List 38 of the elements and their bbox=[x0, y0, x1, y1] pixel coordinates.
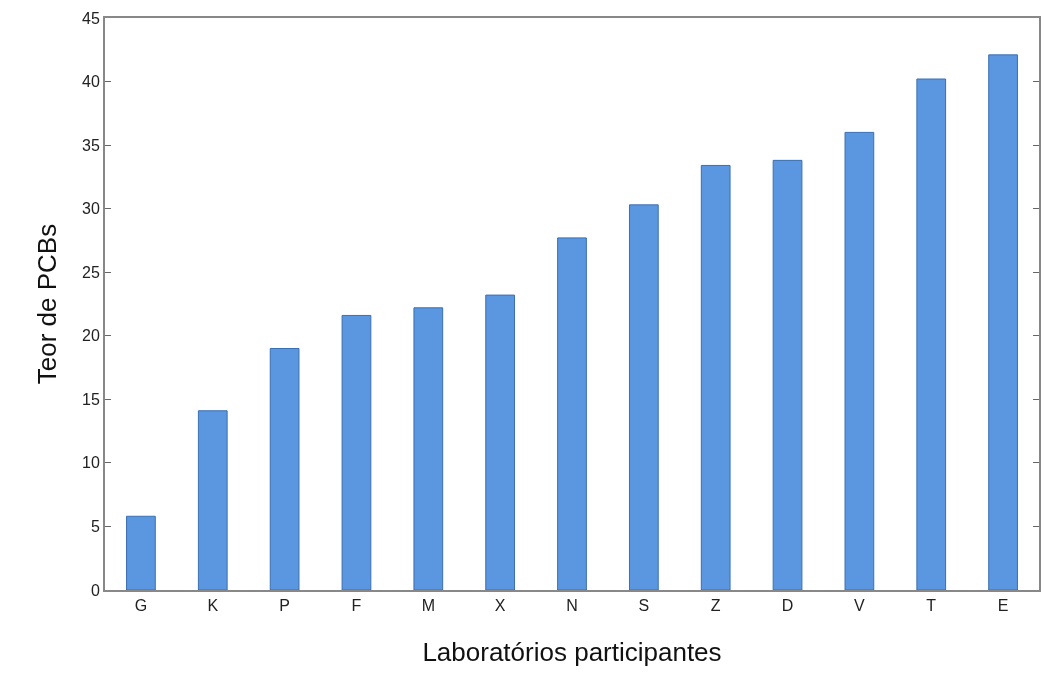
y-tick-label: 5 bbox=[90, 518, 100, 536]
x-tick-label: N bbox=[566, 597, 578, 615]
y-tick-label: 0 bbox=[90, 581, 100, 599]
x-tick-label: G bbox=[134, 597, 148, 615]
bar bbox=[485, 294, 516, 590]
x-tick-label: S bbox=[638, 597, 650, 615]
bar bbox=[269, 347, 300, 590]
x-tick-label: D bbox=[781, 597, 794, 615]
bar bbox=[126, 515, 156, 590]
x-tick-label: V bbox=[854, 597, 866, 615]
bar bbox=[916, 78, 947, 590]
x-tick-label: E bbox=[997, 597, 1009, 615]
bar bbox=[772, 159, 803, 590]
x-tick-label: T bbox=[926, 597, 937, 615]
x-axis-title: Laboratórios participantes bbox=[422, 637, 722, 668]
y-tick-label: 45 bbox=[82, 9, 100, 27]
y-tick-label: 35 bbox=[82, 136, 100, 154]
x-tick-label: P bbox=[279, 597, 290, 615]
bar bbox=[844, 131, 875, 590]
y-tick-label: 15 bbox=[82, 390, 100, 408]
x-tick-label: X bbox=[494, 597, 506, 615]
x-tick-label: M bbox=[421, 597, 435, 615]
x-tick-label: F bbox=[351, 597, 362, 615]
bar bbox=[628, 204, 659, 590]
bar bbox=[700, 164, 731, 590]
y-tick-label: 10 bbox=[82, 454, 100, 472]
bar bbox=[988, 54, 1018, 590]
y-tick-label: 20 bbox=[82, 327, 100, 345]
y-tick-label: 30 bbox=[82, 200, 100, 218]
bar bbox=[341, 314, 372, 590]
bar bbox=[413, 307, 444, 590]
bar bbox=[197, 410, 228, 590]
y-tick-label: 25 bbox=[82, 263, 100, 281]
x-tick-label: K bbox=[207, 597, 219, 615]
y-axis-title: Teor de PCBs bbox=[31, 223, 62, 385]
x-tick-label: Z bbox=[710, 597, 721, 615]
y-tick-label: 40 bbox=[82, 73, 100, 91]
bar bbox=[557, 237, 587, 590]
